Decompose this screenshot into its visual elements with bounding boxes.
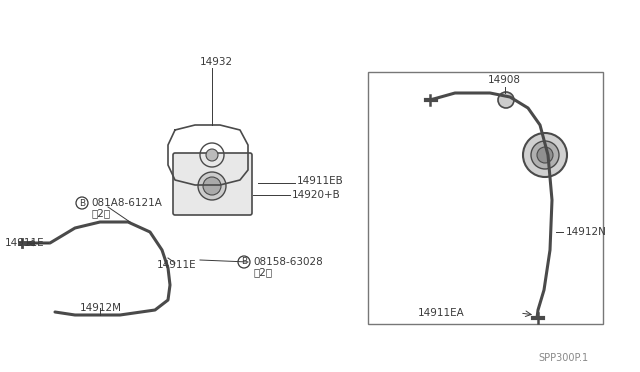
Text: 14911E: 14911E xyxy=(157,260,196,270)
Text: 14908: 14908 xyxy=(488,75,521,85)
Text: 14920+B: 14920+B xyxy=(292,190,340,200)
Circle shape xyxy=(537,147,553,163)
Text: 14911E: 14911E xyxy=(5,238,45,248)
Circle shape xyxy=(523,133,567,177)
Text: （2）: （2） xyxy=(91,208,110,218)
Text: （2）: （2） xyxy=(253,267,272,277)
Circle shape xyxy=(198,172,226,200)
Text: 08158-63028: 08158-63028 xyxy=(253,257,323,267)
Text: 14911EA: 14911EA xyxy=(418,308,465,318)
Circle shape xyxy=(206,149,218,161)
Text: 081A8-6121A: 081A8-6121A xyxy=(91,198,162,208)
Bar xyxy=(368,72,603,324)
Text: B: B xyxy=(79,199,85,208)
Text: B: B xyxy=(241,257,247,266)
Circle shape xyxy=(203,177,221,195)
Circle shape xyxy=(498,92,514,108)
Text: 14912N: 14912N xyxy=(566,227,607,237)
FancyBboxPatch shape xyxy=(173,153,252,215)
Text: 14932: 14932 xyxy=(200,57,233,67)
Circle shape xyxy=(531,141,559,169)
Text: 14912M: 14912M xyxy=(80,303,122,313)
Text: 14911EB: 14911EB xyxy=(297,176,344,186)
Text: SPP300P.1: SPP300P.1 xyxy=(538,353,588,363)
